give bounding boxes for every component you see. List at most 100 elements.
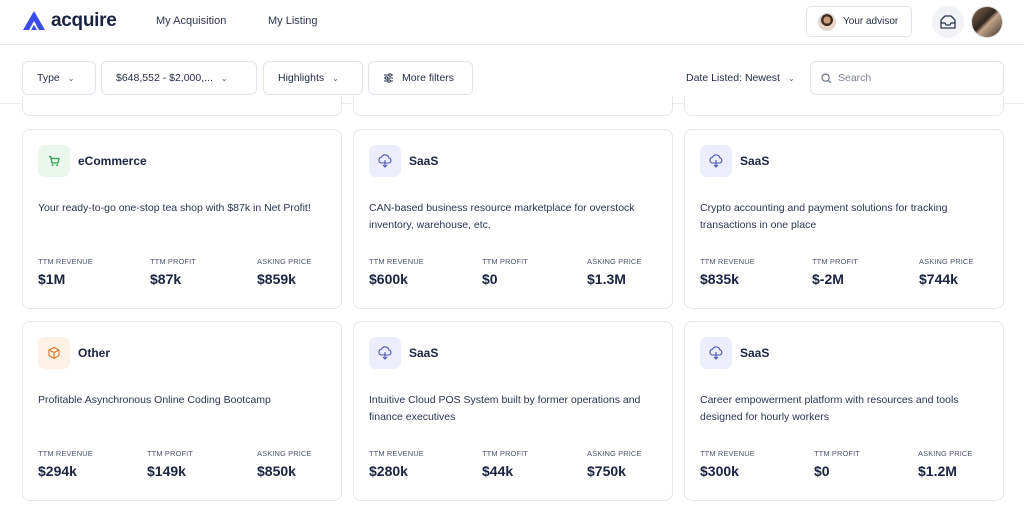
metric-value: $0 <box>482 271 498 287</box>
logo-mark-icon <box>22 10 46 32</box>
metric-value: $1M <box>38 271 66 287</box>
metric-value: $600k <box>369 271 408 287</box>
metric-label: ASKING PRICE <box>918 449 973 458</box>
listing-card[interactable]: SaaS Intuitive Cloud POS System built by… <box>353 321 673 501</box>
metric-value: $300k <box>700 463 739 479</box>
cloud-icon <box>700 337 732 369</box>
search-icon <box>821 72 832 83</box>
sort-dropdown[interactable]: Date Listed: Newest ⌄ <box>686 72 795 84</box>
metric-value: $750k <box>587 463 626 479</box>
metric-label: TTM PROFIT <box>482 257 528 266</box>
listing-description: Your ready-to-go one-stop tea shop with … <box>38 202 311 214</box>
metric-label: TTM PROFIT <box>814 449 860 458</box>
listing-description: Career empowerment platform with resourc… <box>700 394 959 423</box>
listing-card-partial[interactable] <box>684 96 1004 116</box>
listing-card[interactable]: eCommerce Your ready-to-go one-stop tea … <box>22 129 342 309</box>
box-icon <box>38 337 70 369</box>
ttm-revenue: TTM REVENUE $294k <box>38 449 93 479</box>
top-navigation: acquire My Acquisition My Listing Your a… <box>0 0 1024 45</box>
acquire-logo[interactable]: acquire <box>22 10 117 32</box>
type-filter-label: Type <box>37 72 60 84</box>
metric-label: TTM REVENUE <box>369 449 424 458</box>
ttm-profit: TTM PROFIT $0 <box>482 257 528 287</box>
metric-value: $1.2M <box>918 463 957 479</box>
listing-card[interactable]: Other Profitable Asynchronous Online Cod… <box>22 321 342 501</box>
asking-price: ASKING PRICE $1.3M <box>587 257 642 287</box>
cloud-icon <box>369 145 401 177</box>
metric-label: ASKING PRICE <box>257 449 312 458</box>
listing-card[interactable]: SaaS Career empowerment platform with re… <box>684 321 1004 501</box>
asking-price: ASKING PRICE $750k <box>587 449 642 479</box>
listing-description: CAN-based business resource marketplace … <box>369 202 635 231</box>
filter-bar: Type ⌄ $648,552 - $2,000,... ⌄ Highlight… <box>0 46 1024 104</box>
metric-value: $-2M <box>812 271 844 287</box>
sliders-icon <box>384 73 393 83</box>
metric-value: $0 <box>814 463 830 479</box>
metric-label: TTM REVENUE <box>38 257 93 266</box>
advisor-avatar <box>818 12 836 31</box>
cart-icon <box>38 145 70 177</box>
listing-card-partial[interactable] <box>22 96 342 116</box>
listing-card[interactable]: SaaS Crypto accounting and payment solut… <box>684 129 1004 309</box>
highlights-dropdown[interactable]: Highlights ⌄ <box>263 61 363 95</box>
metric-label: TTM PROFIT <box>150 257 196 266</box>
ttm-profit: TTM PROFIT $87k <box>150 257 196 287</box>
category-label: SaaS <box>740 346 770 360</box>
ttm-revenue: TTM REVENUE $280k <box>369 449 424 479</box>
metric-value: $859k <box>257 271 296 287</box>
price-range-label: $648,552 - $2,000,... <box>116 72 213 84</box>
inbox-icon <box>940 15 956 29</box>
chevron-down-icon: ⌄ <box>220 73 228 83</box>
user-avatar[interactable] <box>971 6 1003 38</box>
metric-label: TTM REVENUE <box>38 449 93 458</box>
chevron-down-icon: ⌄ <box>332 73 339 83</box>
listing-description: Intuitive Cloud POS System built by form… <box>369 394 641 423</box>
metric-label: TTM REVENUE <box>369 257 424 266</box>
metric-label: ASKING PRICE <box>257 257 312 266</box>
category-label: SaaS <box>409 346 439 360</box>
type-filter-dropdown[interactable]: Type ⌄ <box>22 61 96 95</box>
metric-label: ASKING PRICE <box>587 257 642 266</box>
metric-label: TTM REVENUE <box>700 449 755 458</box>
category-label: SaaS <box>740 154 770 168</box>
metric-label: ASKING PRICE <box>587 449 642 458</box>
ttm-revenue: TTM REVENUE $835k <box>700 257 755 287</box>
more-filters-button[interactable]: More filters <box>368 61 473 95</box>
metric-value: $44k <box>482 463 514 479</box>
listing-card-partial[interactable] <box>353 96 673 116</box>
metric-label: ASKING PRICE <box>919 257 974 266</box>
metric-label: TTM REVENUE <box>700 257 755 266</box>
price-range-dropdown[interactable]: $648,552 - $2,000,... ⌄ <box>101 61 257 95</box>
metric-label: TTM PROFIT <box>482 449 528 458</box>
asking-price: ASKING PRICE $850k <box>257 449 312 479</box>
metric-value: $850k <box>257 463 296 479</box>
metric-value: $87k <box>150 271 182 287</box>
ttm-profit: TTM PROFIT $149k <box>147 449 193 479</box>
metric-value: $280k <box>369 463 408 479</box>
metric-label: TTM PROFIT <box>812 257 858 266</box>
chevron-down-icon: ⌄ <box>787 73 795 83</box>
asking-price: ASKING PRICE $1.2M <box>918 449 973 479</box>
metric-value: $1.3M <box>587 271 626 287</box>
category-label: Other <box>78 346 111 360</box>
category-label: eCommerce <box>78 154 147 168</box>
category-label: SaaS <box>409 154 439 168</box>
ttm-revenue: TTM REVENUE $600k <box>369 257 424 287</box>
search-input[interactable] <box>838 72 998 84</box>
listing-description: Crypto accounting and payment solutions … <box>700 202 948 231</box>
advisor-label: Your advisor <box>843 16 899 27</box>
listing-card[interactable]: SaaS CAN-based business resource marketp… <box>353 129 673 309</box>
ttm-revenue: TTM REVENUE $300k <box>700 449 755 479</box>
nav-my-acquisition[interactable]: My Acquisition <box>156 15 227 27</box>
chevron-down-icon: ⌄ <box>67 73 75 83</box>
more-filters-label: More filters <box>402 72 454 84</box>
asking-price: ASKING PRICE $744k <box>919 257 974 287</box>
inbox-button[interactable] <box>932 6 964 38</box>
nav-my-listing[interactable]: My Listing <box>268 15 318 27</box>
ttm-profit: TTM PROFIT $44k <box>482 449 528 479</box>
search-box[interactable] <box>810 61 1004 95</box>
your-advisor-button[interactable]: Your advisor <box>806 6 912 37</box>
ttm-profit: TTM PROFIT $-2M <box>812 257 858 287</box>
metric-value: $744k <box>919 271 958 287</box>
metric-value: $149k <box>147 463 186 479</box>
